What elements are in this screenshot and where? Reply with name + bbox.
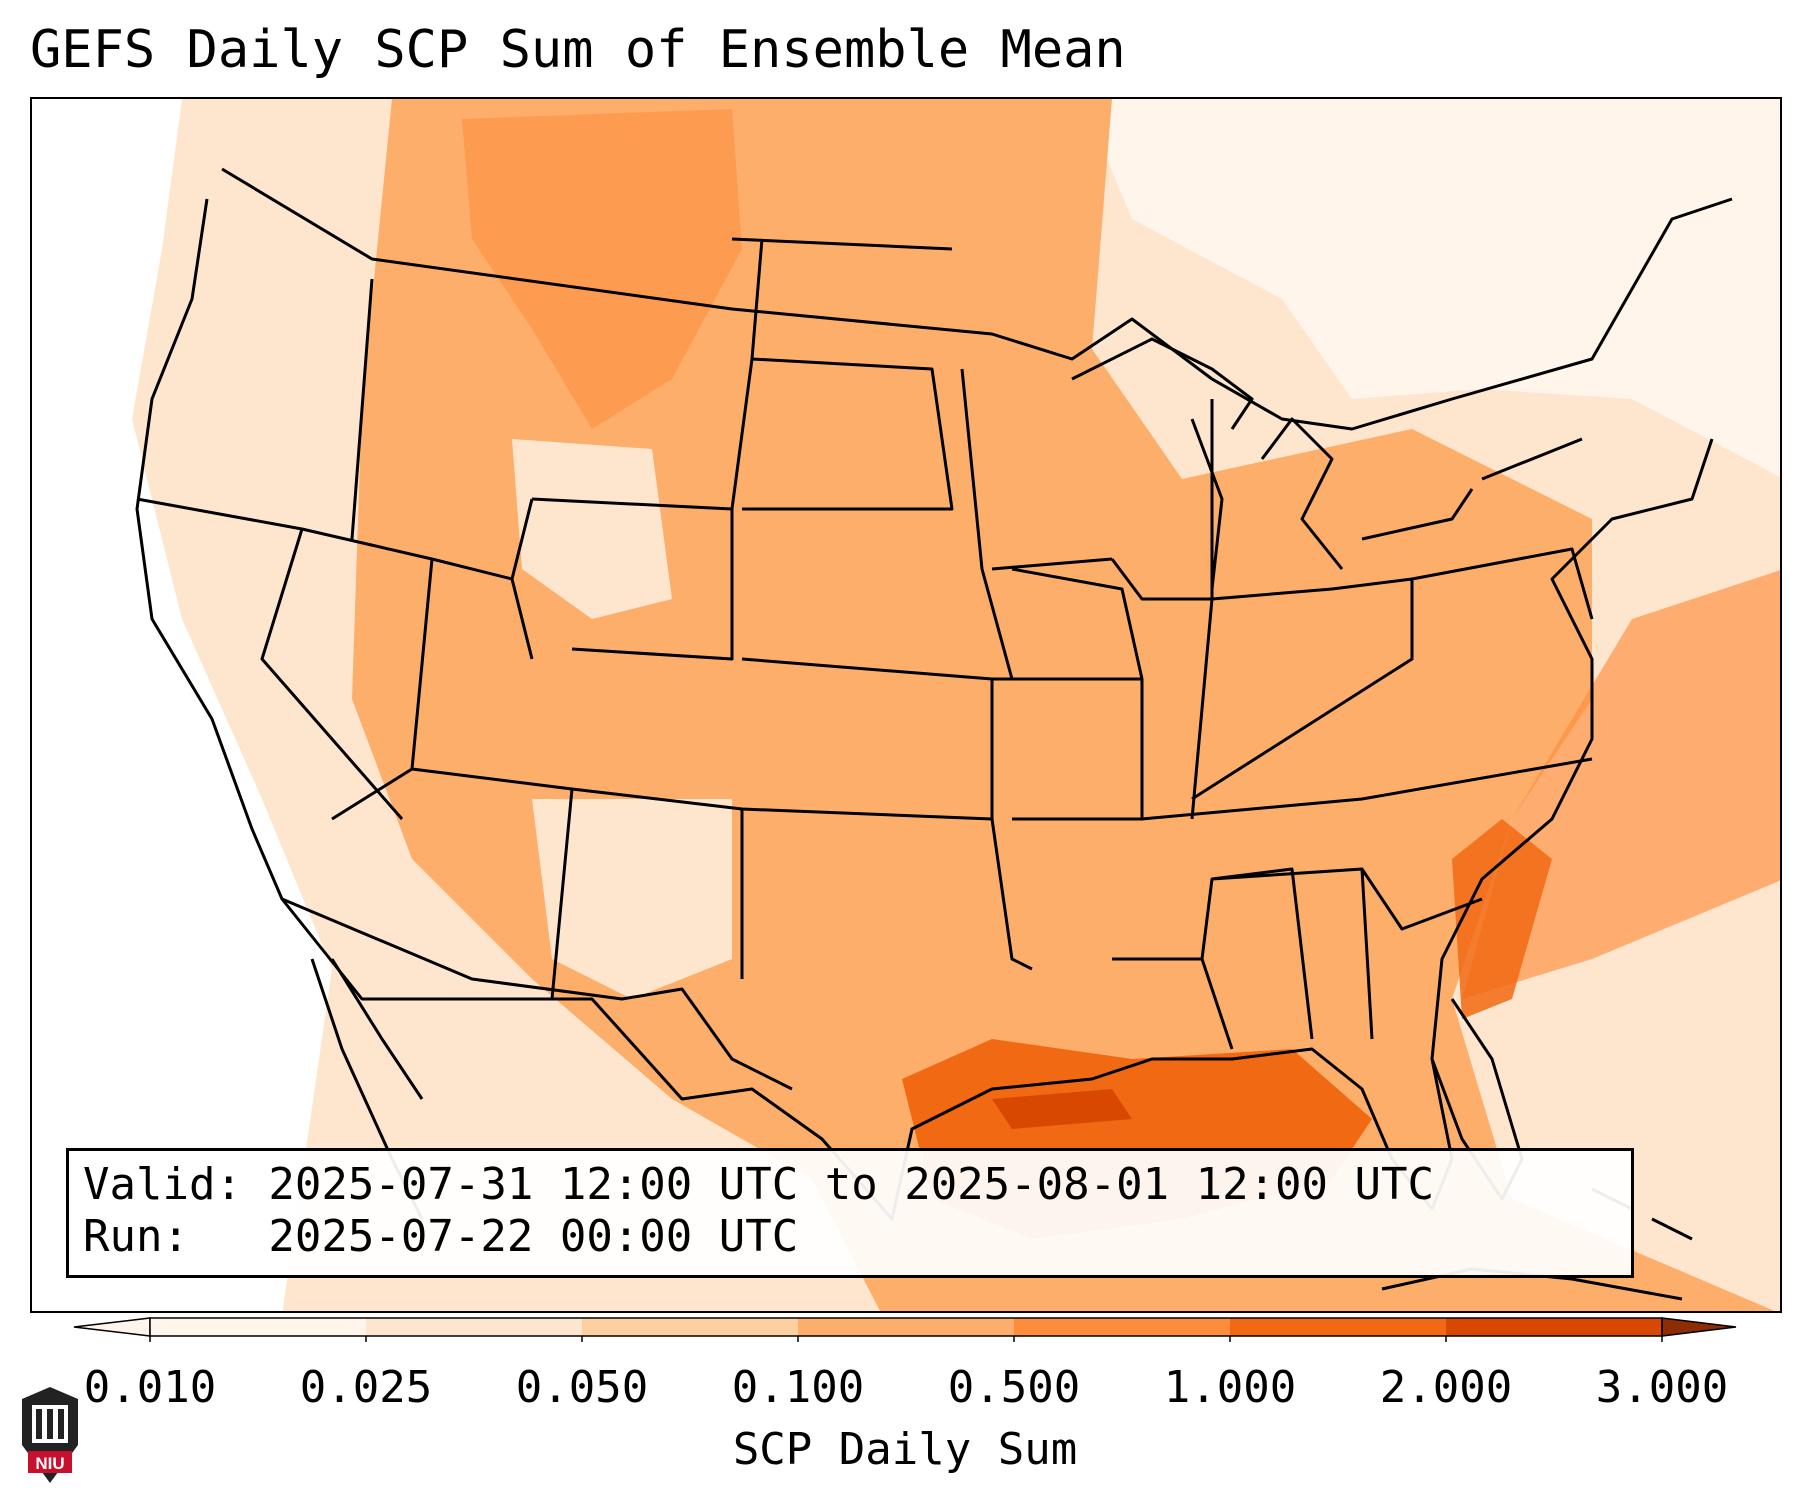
southwest-light-area bbox=[532, 799, 732, 999]
northeast-light-area bbox=[1082, 99, 1780, 477]
southeast-coast-high-area bbox=[1452, 819, 1552, 1019]
us-outline bbox=[135, 198, 1714, 1221]
mexico-border bbox=[281, 897, 793, 1091]
valid-run-box: Valid: 2025-07-31 12:00 UTC to 2025-08-0… bbox=[66, 1148, 1634, 1278]
northern-rockies-area bbox=[462, 109, 742, 429]
colorbar-extend-max bbox=[1661, 1317, 1737, 1337]
colorbar-tick-label: 2.000 bbox=[1379, 1362, 1513, 1413]
west-state-lines bbox=[136, 237, 1014, 1000]
central-state-lines bbox=[990, 399, 1594, 1050]
colorbar-tick-label: 0.100 bbox=[731, 1362, 865, 1413]
colorbar-extend-min bbox=[73, 1317, 151, 1337]
university-seal-icon: NIU bbox=[22, 1387, 78, 1483]
colorbar-segment bbox=[1230, 1318, 1446, 1336]
colorbar-segment bbox=[150, 1318, 366, 1336]
gulf-peak-area bbox=[992, 1089, 1132, 1129]
colorbar-tick-label: 3.000 bbox=[1595, 1362, 1729, 1413]
colorbar-tick-label: 0.050 bbox=[515, 1362, 649, 1413]
colorbar-tick-label: 1.000 bbox=[1163, 1362, 1297, 1413]
colorbar-tick-label: 0.010 bbox=[83, 1362, 217, 1413]
colorbar-segment bbox=[798, 1318, 1014, 1336]
west-low-area bbox=[32, 99, 332, 1311]
great-lakes bbox=[1071, 337, 1583, 590]
colorbar-segment bbox=[1446, 1318, 1662, 1336]
colorbar-tick-label: 0.025 bbox=[299, 1362, 433, 1413]
colorbar-segment bbox=[366, 1318, 582, 1336]
run-line: Run: 2025-07-22 00:00 UTC bbox=[83, 1211, 799, 1262]
colorbar bbox=[73, 1317, 1737, 1342]
colorbar-segment bbox=[1014, 1318, 1230, 1336]
map-panel bbox=[30, 97, 1782, 1313]
colorbar-tick-label: 0.500 bbox=[947, 1362, 1081, 1413]
valid-line: Valid: 2025-07-31 12:00 UTC to 2025-08-0… bbox=[83, 1159, 1435, 1210]
logo-text: NIU bbox=[35, 1454, 64, 1473]
colorbar-segment bbox=[582, 1318, 798, 1336]
four-corners-light-area bbox=[512, 439, 672, 619]
scp-map bbox=[32, 99, 1780, 1311]
colorbar-label: SCP Daily Sum bbox=[732, 1424, 1078, 1475]
map-title: GEFS Daily SCP Sum of Ensemble Mean bbox=[30, 20, 1126, 80]
canada-border bbox=[221, 167, 1733, 431]
colorbar-outline bbox=[149, 1317, 1663, 1337]
central-orange-field bbox=[352, 99, 1775, 1311]
